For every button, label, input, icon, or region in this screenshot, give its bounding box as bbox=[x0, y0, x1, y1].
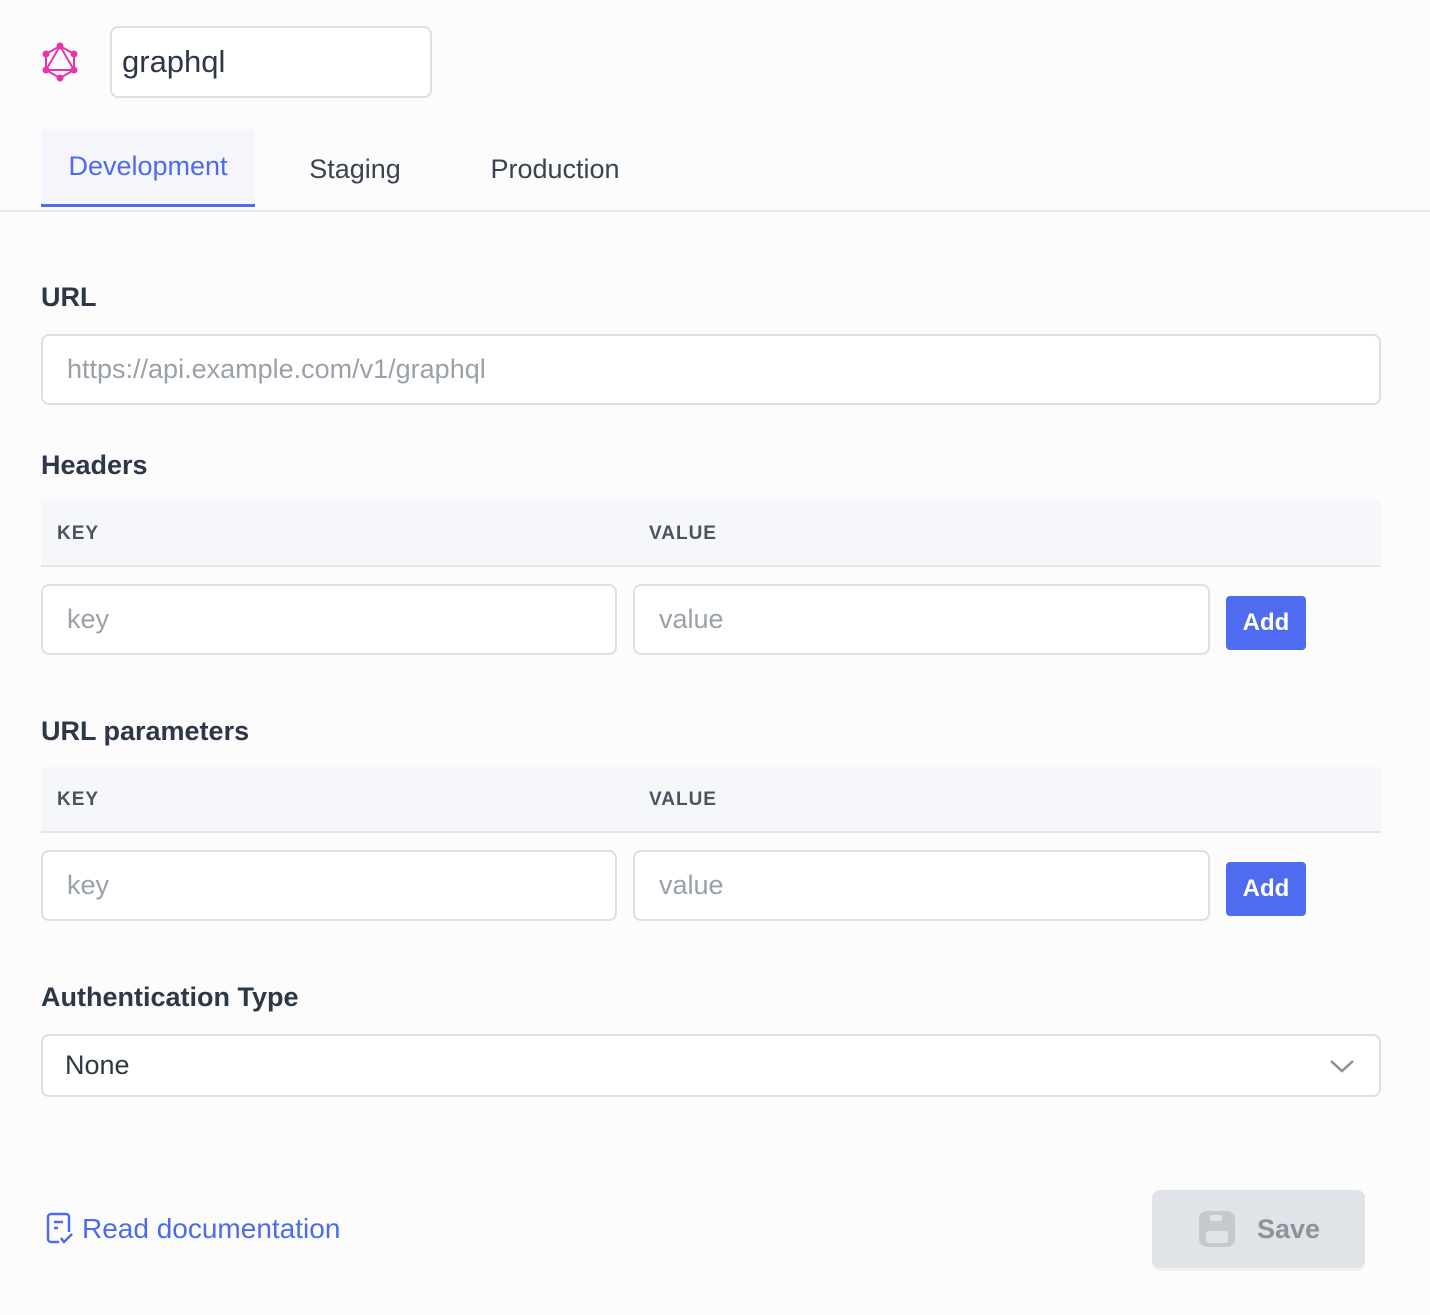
headers-label: Headers bbox=[41, 450, 148, 480]
add-header-button[interactable]: Add bbox=[1226, 596, 1306, 650]
tabs-divider bbox=[0, 210, 1430, 212]
key-column-header: KEY bbox=[57, 789, 100, 810]
auth-type-label: Authentication Type bbox=[41, 982, 299, 1012]
value-column-header: VALUE bbox=[649, 789, 717, 810]
url-label: URL bbox=[41, 282, 97, 312]
save-icon bbox=[1198, 1211, 1235, 1247]
add-url-param-button[interactable]: Add bbox=[1226, 862, 1306, 916]
tab-development[interactable]: Development bbox=[41, 129, 255, 207]
headers-table-header: KEY VALUE bbox=[41, 501, 1381, 567]
tab-staging[interactable]: Staging bbox=[309, 153, 401, 184]
tab-production[interactable]: Production bbox=[490, 153, 620, 184]
auth-type-selected: None bbox=[65, 1050, 130, 1080]
url-input[interactable] bbox=[41, 334, 1381, 405]
endpoint-name-input[interactable] bbox=[110, 26, 432, 98]
save-button[interactable]: Save bbox=[1152, 1190, 1365, 1268]
graphql-logo-icon bbox=[42, 42, 78, 82]
chevron-down-icon bbox=[1330, 1060, 1354, 1073]
header-key-input[interactable] bbox=[41, 584, 617, 655]
value-column-header: VALUE bbox=[649, 523, 717, 544]
header-value-input[interactable] bbox=[633, 584, 1210, 655]
read-documentation-link[interactable]: Read documentation bbox=[46, 1212, 340, 1246]
read-documentation-label: Read documentation bbox=[82, 1213, 341, 1244]
url-param-key-input[interactable] bbox=[41, 850, 617, 921]
key-column-header: KEY bbox=[57, 523, 100, 544]
auth-type-select[interactable]: None bbox=[41, 1034, 1381, 1097]
url-param-value-input[interactable] bbox=[633, 850, 1210, 921]
save-label: Save bbox=[1256, 1213, 1321, 1244]
url-parameters-label: URL parameters bbox=[41, 716, 250, 746]
url-params-table-header: KEY VALUE bbox=[41, 767, 1381, 833]
documentation-icon bbox=[46, 1212, 73, 1244]
